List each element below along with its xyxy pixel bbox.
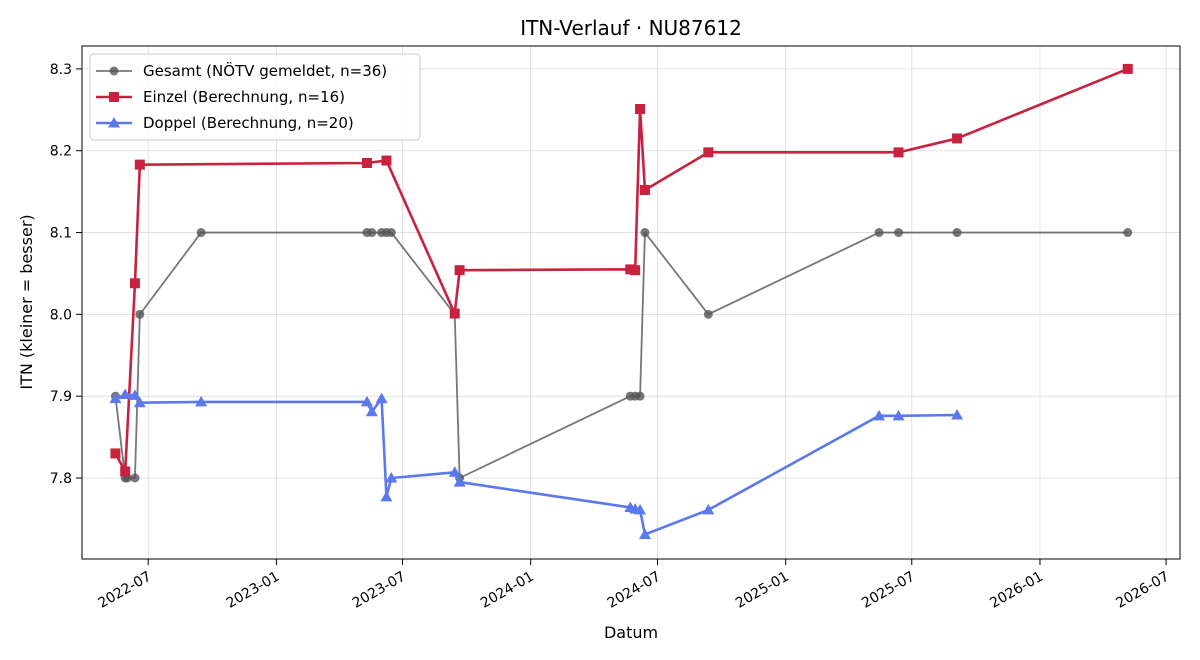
y-axis-label: ITN (kleiner = besser) [17,214,36,389]
data-point [951,409,964,420]
data-point [367,228,377,238]
data-point [874,228,884,238]
data-point [110,448,121,459]
data-point [453,476,466,487]
data-point [196,228,206,238]
data-point [448,466,461,477]
y-tick-label: 7.9 [50,389,72,405]
series-layer [109,63,1133,539]
legend-swatch-marker [109,66,119,76]
legend-swatch-marker [108,117,120,128]
y-axis: 7.8 7.9 8.0 8.1 8.2 8.3 [50,62,82,487]
data-point [630,265,641,276]
legend-label: Einzel (Berechnung, n=16) [143,88,345,106]
legend-swatch-marker [109,92,119,102]
series-line [114,67,1129,473]
data-point [386,228,396,238]
data-point [119,388,132,400]
legend-label: Doppel (Berechnung, n=20) [143,114,354,132]
data-point [120,466,131,477]
data-point [894,228,904,238]
data-point [360,395,373,407]
data-point [109,392,122,404]
data-point [873,409,886,421]
chart-title: ITN-Verlauf · NU87612 [520,16,742,40]
data-point [1122,63,1133,74]
data-point [375,392,388,404]
data-point [130,473,140,483]
series-line [114,393,958,536]
data-point [703,147,714,158]
data-point [381,155,392,166]
data-point [365,405,378,417]
y-tick-label: 8.3 [50,62,72,78]
data-point [952,228,962,238]
data-point [640,228,650,238]
data-point [128,389,141,400]
data-point [639,185,650,195]
plot-frame [81,45,1181,560]
series-3 [109,388,964,539]
data-point [380,490,393,502]
data-point [134,159,145,170]
legend: Gesamt (NÖTV gemeldet, n=36) Einzel (Bere… [89,53,421,141]
y-tick-label: 7.8 [50,471,72,487]
data-point [135,309,145,319]
y-tick-label: 8.2 [50,144,72,160]
series-2 [110,63,1133,477]
data-point [703,309,713,319]
data-point [634,503,647,515]
y-tick-label: 8.1 [50,226,72,242]
legend-box [89,53,421,141]
y-tick-label: 8.0 [50,307,72,323]
legend-label: Gesamt (NÖTV gemeldet, n=36) [143,61,387,80]
data-point [361,158,372,168]
data-point [195,395,208,407]
data-point [952,133,963,144]
data-point [635,104,646,114]
data-point [449,308,460,319]
data-point [892,409,905,421]
data-point [454,265,465,276]
data-point [1123,228,1133,238]
data-point [893,147,904,158]
data-point [702,503,715,515]
data-point [638,528,651,539]
data-point [635,391,645,401]
data-point [385,472,398,483]
data-point [133,396,146,408]
x-axis-label: Datum [604,623,658,642]
data-point [129,278,140,289]
